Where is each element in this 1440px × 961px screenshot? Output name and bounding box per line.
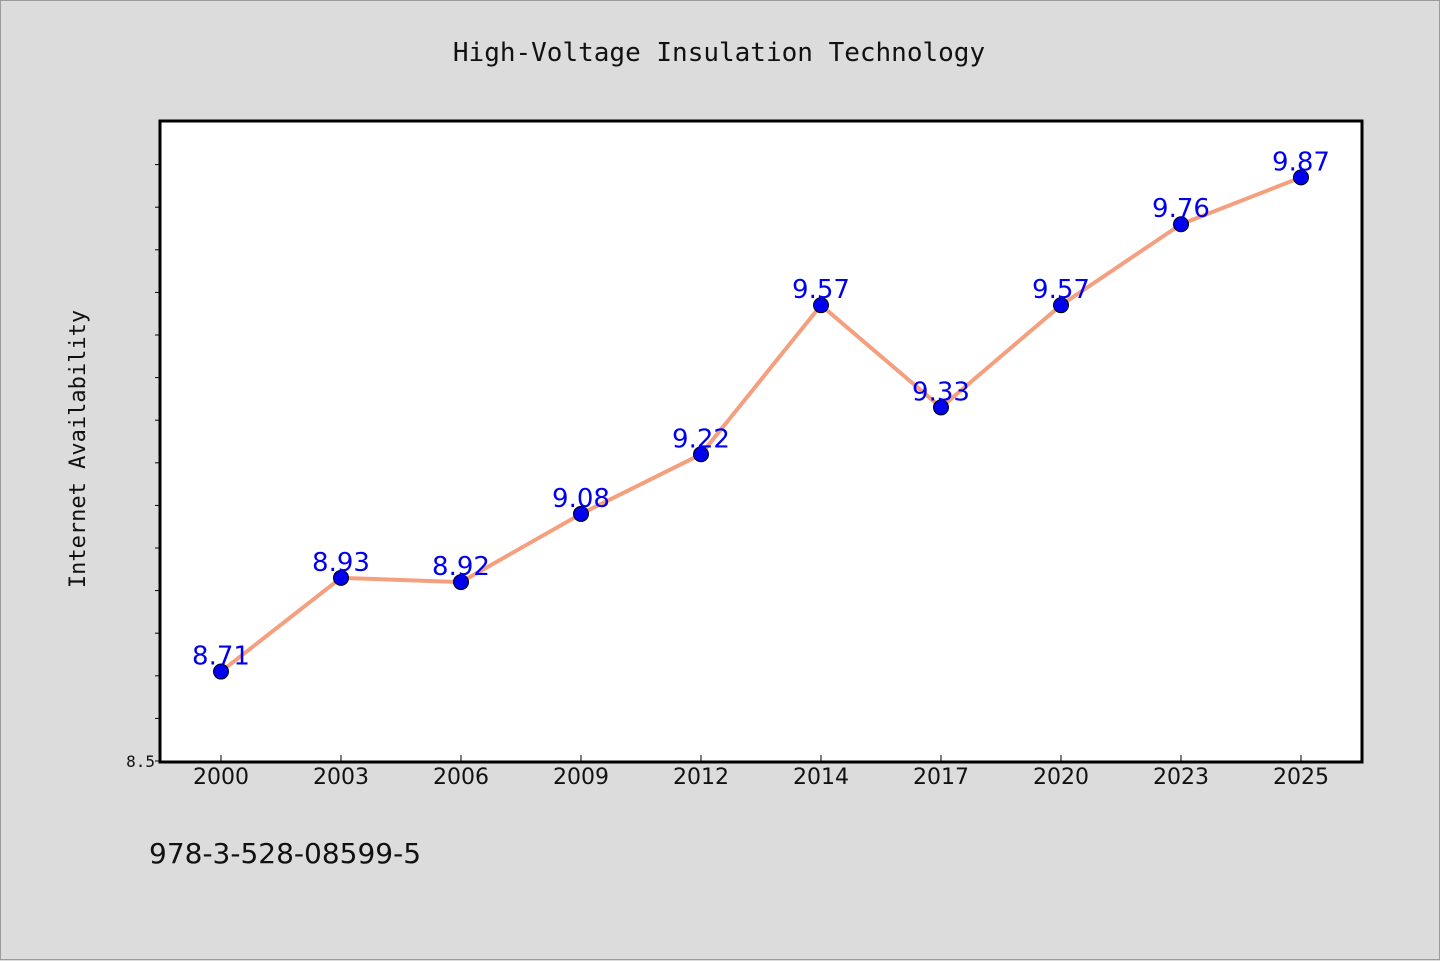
data-label: 9.22 [672,424,730,454]
data-label: 8.71 [192,642,250,672]
x-tick-label: 2014 [793,765,849,790]
x-tick-label: 2009 [553,765,609,790]
plot-area [158,119,1364,764]
data-point [693,446,709,463]
data-point [333,569,349,586]
data-point [813,297,829,314]
y-tick-label: 8.5 [126,752,155,771]
data-point [1053,297,1069,314]
data-point [933,399,949,416]
x-tick-label: 2017 [913,765,969,790]
data-point [1293,169,1309,186]
chart-title: High-Voltage Insulation Technology [453,38,985,68]
x-tick-label: 2020 [1033,765,1089,790]
data-label: 9.08 [552,484,610,514]
x-tick-label: 2025 [1273,765,1329,790]
x-axis-ticks: 2000 2003 2006 2009 2012 2014 2017 2020 2023 2025 [193,755,1329,790]
x-tick-label: 2023 [1153,765,1209,790]
data-label: 9.57 [792,275,850,305]
data-label: 9.76 [1152,194,1210,224]
isbn-text: 978-3-528-08599-5 [149,837,421,870]
data-point [453,574,469,591]
data-point [213,663,229,680]
x-tick-label: 2006 [433,765,489,790]
x-tick-label: 2012 [673,765,729,790]
data-label: 9.33 [912,377,970,407]
x-tick-label: 2003 [313,765,369,790]
data-label: 8.93 [312,548,370,578]
series-layer: 8.71 8.93 8.92 9.08 9.22 9.57 9.33 9.57 9.76 9.87 [192,147,1330,680]
data-point [1173,216,1189,233]
data-label: 9.87 [1272,147,1330,177]
data-label: 8.92 [432,552,490,582]
series-line [219,175,1302,674]
x-tick-label: 2000 [193,765,249,790]
y-axis-label: Internet Availability [66,310,91,588]
y-axis-ticks: 8.5 [126,164,161,771]
data-label: 9.57 [1032,275,1090,305]
data-point [573,505,589,522]
